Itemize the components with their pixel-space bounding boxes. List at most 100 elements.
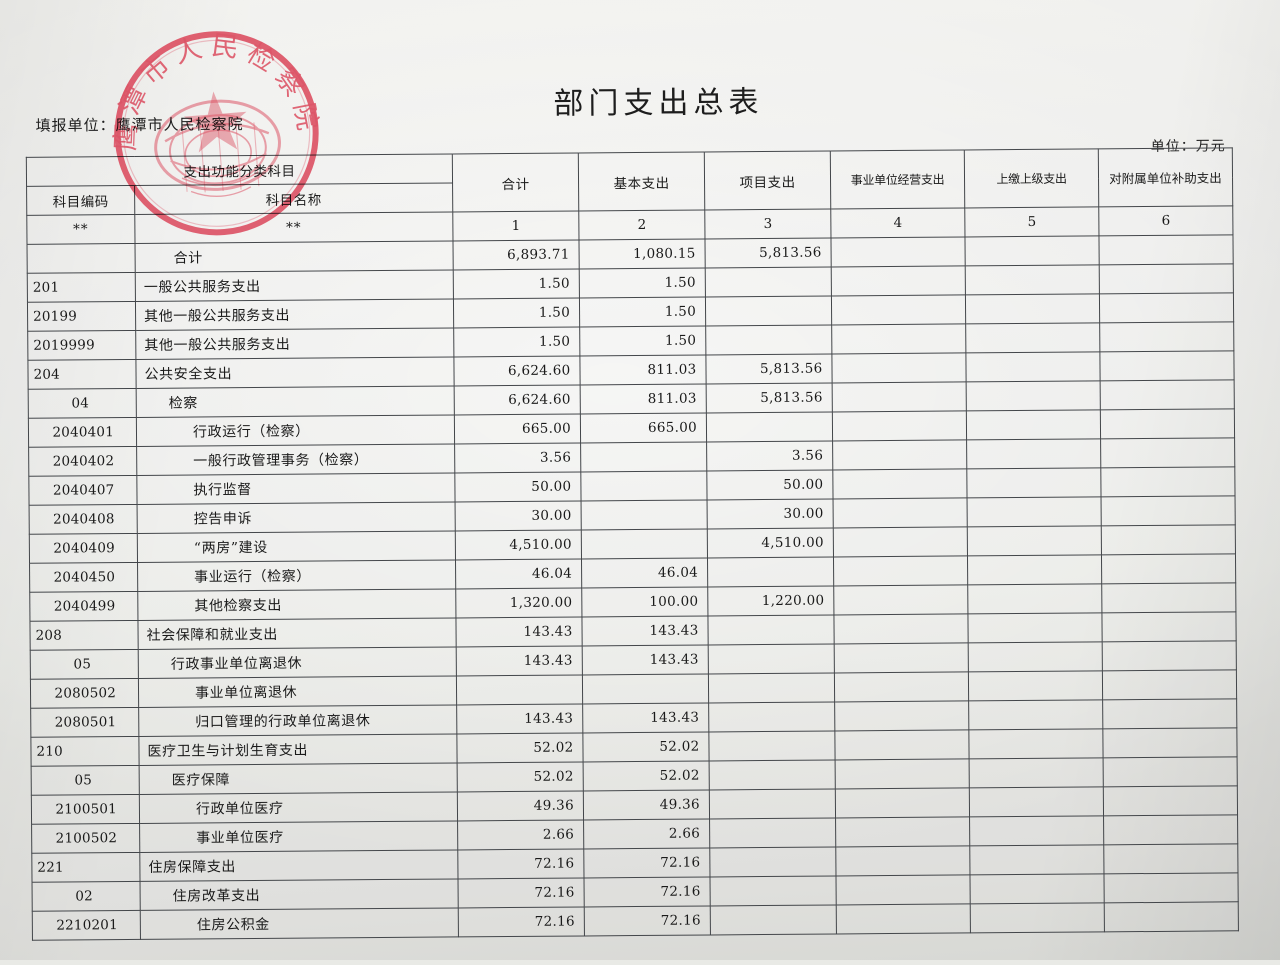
header-expenditure-function-group: 支出功能分类科目 [26, 153, 453, 187]
header-basic-expenditure: 基本支出 [578, 151, 705, 211]
cell-basic: 143.43 [582, 702, 709, 733]
cell-subject-name: 其他一般公共服务支出 [135, 298, 454, 331]
cell-remit [966, 380, 1101, 411]
column-number-2: 2 [578, 209, 705, 240]
cell-basic: 100.00 [581, 586, 708, 617]
cell-business [832, 381, 967, 412]
cell-subject-code: 2019999 [27, 330, 136, 361]
cell-subsidy [1103, 756, 1238, 787]
cell-total: 1.50 [453, 297, 580, 328]
cell-project: 5,813.56 [704, 237, 832, 268]
cell-remit [966, 467, 1102, 498]
cell-total: 72.16 [458, 906, 585, 937]
cell-basic: 811.03 [579, 354, 707, 385]
cell-subject-code: 20199 [27, 301, 136, 332]
cell-total: 72.16 [458, 877, 585, 908]
cell-total: 665.00 [454, 413, 581, 444]
cell-subject-code: 02 [32, 881, 141, 912]
cell-total: 2.66 [457, 819, 584, 850]
cell-basic: 665.00 [580, 412, 707, 443]
cell-total: 143.43 [455, 616, 583, 647]
header-subject-name: 科目名称 [134, 182, 453, 215]
cell-subsidy [1102, 727, 1238, 758]
header-remit-expenditure: 上缴上级支出 [964, 148, 1099, 208]
cell-business [834, 729, 970, 760]
cell-subject-code: 204 [27, 359, 137, 390]
header-subsidy-expenditure: 对附属单位补助支出 [1098, 147, 1233, 207]
cell-remit [970, 902, 1105, 933]
cell-subject-name: 控告申诉 [137, 501, 456, 534]
cell-business [831, 352, 967, 383]
cell-remit [966, 409, 1101, 440]
cell-remit [964, 235, 1100, 266]
cell-remit [967, 554, 1102, 585]
cell-subject-name: 医疗保障 [139, 762, 458, 795]
cell-subsidy [1102, 698, 1237, 729]
cell-subsidy [1101, 495, 1236, 526]
column-number-6: 6 [1098, 205, 1233, 236]
cell-project: 1,220.00 [707, 585, 834, 616]
cell-total: 30.00 [455, 500, 582, 531]
cell-subject-name: 一般公共服务支出 [135, 269, 454, 302]
cell-project [709, 817, 836, 848]
cell-subject-code: 2080501 [30, 707, 139, 738]
cell-remit [968, 670, 1103, 701]
cell-remit [965, 322, 1100, 353]
cell-basic: 2.66 [583, 818, 710, 849]
cell-subsidy [1099, 292, 1234, 323]
cell-subject-code: 2040499 [29, 591, 138, 622]
cell-subject-name: 行政事业单位离退休 [138, 646, 457, 679]
cell-subject-code: 2100502 [31, 823, 140, 854]
cell-basic: 72.16 [584, 905, 711, 936]
cell-total: 6,624.60 [454, 384, 581, 415]
column-number-4: 4 [830, 207, 965, 238]
cell-subsidy [1102, 640, 1237, 671]
cell-remit [968, 699, 1103, 730]
cell-remit [969, 873, 1105, 904]
cell-subsidy [1101, 611, 1237, 642]
cell-business [833, 613, 969, 644]
cell-subject-code: 05 [31, 765, 140, 796]
cell-basic: 1.50 [579, 296, 706, 327]
cell-subject-code: 2040402 [28, 446, 137, 477]
cell-subject-name: 社会保障和就业支出 [137, 617, 457, 650]
cell-subject-code: 2040450 [29, 562, 138, 593]
cell-subject-name: 一般行政管理事务（检察） [136, 443, 455, 476]
cell-subject-name: 事业单位医疗 [139, 820, 458, 853]
cell-subject-code: 2040407 [28, 475, 138, 506]
filler-unit-label: 填报单位：鹰潭市人民检察院 [35, 115, 244, 135]
cell-subject-name: 其他一般公共服务支出 [135, 327, 454, 360]
cell-business [835, 758, 970, 789]
cell-subject-name: 其他检察支出 [137, 588, 456, 621]
cell-basic: 143.43 [582, 644, 709, 675]
cell-business [831, 265, 966, 296]
cell-basic: 72.16 [583, 847, 710, 878]
cell-business [832, 439, 967, 470]
cell-subject-name: 合计 [135, 240, 454, 273]
cell-subsidy [1104, 901, 1239, 932]
cell-project [705, 266, 832, 297]
cell-total: 143.43 [456, 645, 583, 676]
cell-project: 5,813.56 [706, 382, 833, 413]
column-number-3: 3 [704, 208, 831, 239]
cell-business [832, 410, 967, 441]
cell-subsidy [1101, 582, 1236, 613]
cell-subject-code: 201 [27, 272, 136, 303]
cell-subsidy [1100, 379, 1235, 410]
cell-remit [967, 583, 1102, 614]
cell-basic [580, 470, 708, 501]
cell-subject-name: 事业单位离退休 [138, 675, 457, 708]
cell-project: 30.00 [707, 498, 834, 529]
cell-subsidy [1101, 524, 1236, 555]
cell-subject-code: 2100501 [31, 794, 140, 825]
cell-subject-code: 2040409 [29, 533, 138, 564]
cell-business [831, 323, 966, 354]
cell-project: 50.00 [706, 469, 834, 500]
cell-subject-code: 04 [28, 388, 137, 419]
table-header-group-row: 支出功能分类科目 合计 基本支出 项目支出 事业单位经营支出 上缴上级支出 对附… [26, 147, 1233, 212]
cell-project [707, 556, 834, 587]
cell-remit [969, 757, 1104, 788]
cell-basic: 811.03 [580, 383, 707, 414]
cell-remit [965, 293, 1100, 324]
